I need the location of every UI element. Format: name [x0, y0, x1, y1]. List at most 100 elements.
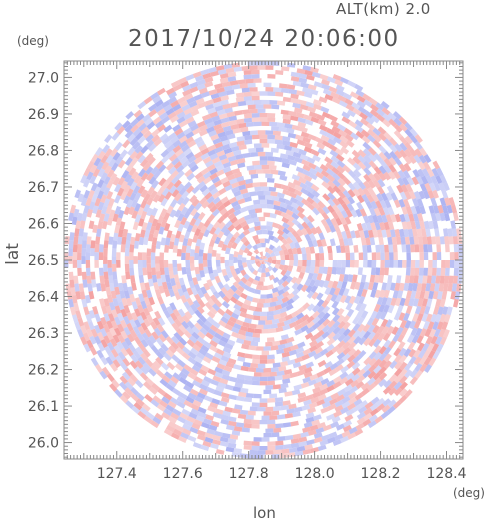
radar-cell: [194, 252, 199, 260]
radar-cell: [213, 389, 223, 397]
radar-cell: [355, 422, 365, 431]
radar-cell: [140, 172, 149, 182]
radar-cell: [263, 260, 268, 263]
radar-cell: [211, 115, 221, 122]
radar-cell: [361, 135, 371, 144]
radar-cell: [439, 298, 446, 308]
radar-cell: [69, 204, 76, 214]
radar-cell: [403, 228, 410, 238]
radar-cell: [369, 109, 379, 118]
radar-cell: [336, 159, 346, 168]
radar-cell: [232, 281, 240, 289]
radar-cell: [324, 286, 332, 296]
radar-cell: [218, 400, 228, 407]
radar-cell: [251, 380, 260, 386]
radar-cell: [381, 325, 390, 335]
radar-cell: [77, 267, 82, 276]
radar-cell: [231, 326, 240, 334]
radar-cell: [289, 241, 296, 250]
radar-cell: [120, 319, 128, 329]
radar-cell: [439, 174, 447, 184]
radar-cell: [378, 165, 387, 175]
radar-cell: [214, 105, 224, 112]
radar-cell: [161, 281, 168, 290]
radar-cell: [368, 351, 377, 360]
radar-cell: [307, 84, 317, 91]
radar-cell: [374, 289, 381, 299]
radar-cell: [259, 277, 265, 282]
radar-cell: [315, 171, 325, 180]
radar-cell: [132, 325, 141, 335]
radar-cell: [296, 68, 306, 75]
radar-cell: [343, 274, 349, 283]
radar-cell: [116, 341, 125, 350]
radar-cell: [97, 342, 106, 352]
radar-cell: [224, 343, 234, 350]
radar-cell: [451, 228, 458, 237]
radar-cell: [261, 255, 264, 260]
radar-cell: [199, 124, 208, 132]
radar-cell: [273, 406, 282, 412]
radar-cell: [360, 310, 369, 319]
radar-cell: [158, 177, 167, 187]
radar-cell: [282, 285, 290, 293]
radar-cell: [218, 91, 227, 98]
radar-cell: [267, 376, 276, 382]
radar-cell: [143, 96, 153, 105]
radar-cell: [284, 270, 292, 278]
radar-cell: [383, 131, 392, 141]
radar-cell: [305, 185, 315, 194]
radar-cell: [238, 248, 244, 256]
radar-cell: [261, 272, 266, 278]
radar-cell: [125, 347, 134, 357]
radar-cell: [150, 207, 158, 217]
radar-cell: [252, 203, 261, 209]
radar-cell: [288, 349, 298, 356]
radar-cell: [434, 228, 440, 237]
radar-cell: [373, 377, 382, 387]
radar-cell: [239, 83, 248, 89]
radar-cell: [315, 376, 324, 384]
radar-cell: [297, 396, 307, 403]
radar-cell: [352, 404, 362, 413]
radar-cell: [259, 420, 268, 425]
radar-cell: [280, 334, 289, 341]
radar-cell: [122, 371, 131, 381]
radar-cell: [94, 313, 102, 323]
radar-cell: [212, 375, 222, 383]
radar-cell: [157, 387, 166, 396]
radar-cell: [367, 324, 376, 334]
radar-cell: [349, 385, 359, 394]
radar-cell: [266, 315, 274, 321]
radar-cell: [408, 348, 417, 358]
radar-cell: [306, 196, 315, 205]
radar-cell: [254, 306, 262, 312]
x-tick-label: 127.8: [229, 466, 269, 482]
radar-cell: [390, 282, 396, 291]
radar-cell: [178, 76, 187, 85]
radar-cell: [234, 382, 243, 388]
radar-cell: [284, 123, 293, 129]
radar-cell: [221, 369, 231, 377]
radar-cell: [66, 291, 73, 300]
radar-cell: [243, 423, 252, 429]
radar-cell: [140, 366, 149, 375]
radar-cell: [209, 402, 219, 409]
radar-cell: [90, 240, 96, 249]
radar-cell: [231, 312, 240, 320]
radar-cell: [105, 205, 113, 215]
radar-cell: [404, 320, 412, 329]
radar-cell: [282, 189, 291, 196]
radar-cell: [212, 101, 222, 108]
radar-cell: [226, 271, 233, 279]
radar-cell: [150, 252, 156, 260]
radar-cell: [376, 403, 386, 412]
radar-cell: [269, 393, 278, 399]
radar-cell: [325, 349, 334, 358]
radar-cell: [404, 128, 413, 138]
radar-cell: [376, 252, 381, 260]
radar-cell: [399, 368, 408, 378]
radar-cell: [207, 246, 214, 254]
radar-cell: [419, 220, 426, 230]
radar-cell: [438, 182, 446, 192]
